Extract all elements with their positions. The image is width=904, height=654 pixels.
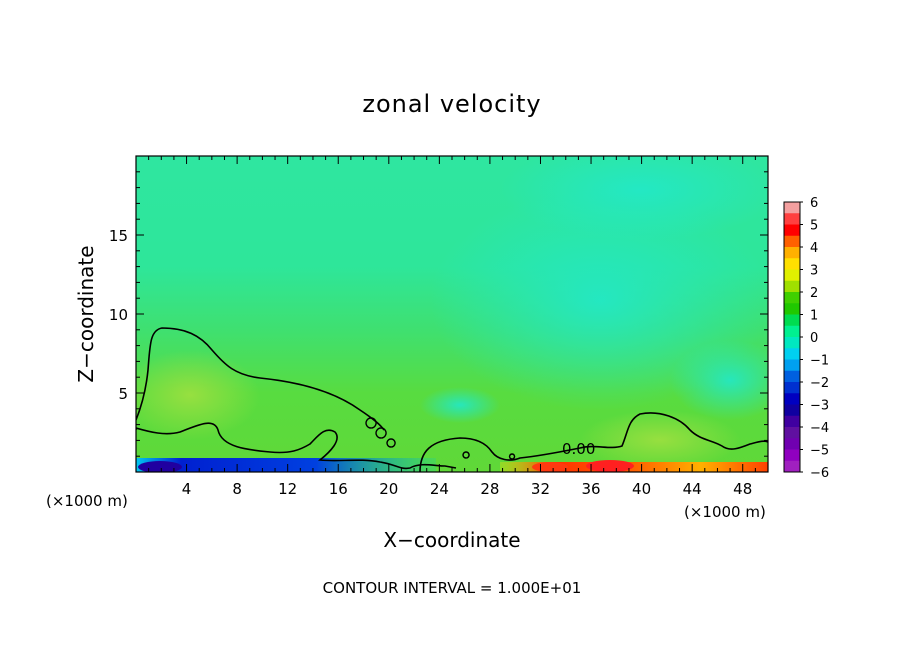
heatmap-field xyxy=(136,156,768,472)
colorbar-swatch xyxy=(784,359,800,372)
x-tick-label: 36 xyxy=(581,480,600,498)
colorbar-swatch xyxy=(784,449,800,462)
surface-red-core-2 xyxy=(532,462,568,472)
zero-contour-blob4 xyxy=(462,451,470,459)
x-tick-label: 4 xyxy=(182,480,192,498)
x-tick-label: 40 xyxy=(632,480,651,498)
field-blob-right-mid xyxy=(670,340,768,420)
zero-contour-blob5 xyxy=(508,453,516,460)
colorbar-swatch xyxy=(784,247,800,259)
colorbar-swatch xyxy=(784,314,800,327)
zero-contour-blob1 xyxy=(365,417,377,429)
x-tick-label: 48 xyxy=(733,480,752,498)
x-tick-label: 32 xyxy=(531,480,550,498)
colorbar-swatch xyxy=(784,460,800,473)
colorbar-tick-label: 4 xyxy=(810,241,818,256)
x-tick-label: 12 xyxy=(278,480,297,498)
zero-contour-blob3 xyxy=(386,438,396,448)
colorbar-swatch xyxy=(784,438,800,450)
colorbar-swatch xyxy=(784,303,800,315)
x-axis-label: X−coordinate xyxy=(383,528,520,552)
x-tick-label: 44 xyxy=(683,480,702,498)
surface-blue-core xyxy=(138,461,182,472)
colorbar-tick-label: 5 xyxy=(810,219,818,234)
colorbar-swatch xyxy=(784,348,800,360)
x-tick-label: 20 xyxy=(379,480,398,498)
colorbar-tick-label: 6 xyxy=(810,196,818,211)
x-tick-label: 8 xyxy=(232,480,242,498)
colorbar-tick-label: 0 xyxy=(810,331,818,346)
x-tick-label: 28 xyxy=(480,480,499,498)
contour-interval-footer: CONTOUR INTERVAL = 1.000E+01 xyxy=(323,579,582,597)
chart-title: zonal velocity xyxy=(362,90,541,118)
x-axis: 4 8 12 16 20 24 28 32 36 40 44 48 xyxy=(148,156,756,498)
y-tick-label: 10 xyxy=(109,306,128,324)
y-tick-label: 5 xyxy=(118,385,128,403)
surface-positive-band xyxy=(500,462,768,472)
colorbar-swatch xyxy=(784,393,800,405)
colorbar-swatch xyxy=(784,280,800,293)
field-blob-lower-right xyxy=(580,410,740,470)
colorbar-tick-label: −1 xyxy=(810,354,829,369)
field-blob-center-low xyxy=(420,387,500,423)
colorbar-swatch xyxy=(784,269,800,282)
colorbar-tick-label: −5 xyxy=(810,444,829,459)
zero-contour-upper xyxy=(136,327,385,431)
y-axis-label: Z−coordinate xyxy=(74,245,98,382)
colorbar-tick-label: −3 xyxy=(810,399,829,414)
colorbar-tick-label: 2 xyxy=(810,286,818,301)
zero-contour-blob2 xyxy=(375,427,387,439)
colorbar-swatch xyxy=(784,427,800,439)
zero-contour-main xyxy=(136,422,457,470)
y-axis: 5 10 15 xyxy=(109,171,768,457)
surface-negative-band xyxy=(136,458,436,472)
colorbar-tick-label: −2 xyxy=(810,376,829,391)
colorbar-swatch xyxy=(784,292,800,304)
colorbar-swatch xyxy=(784,258,800,270)
x-tick-label: 24 xyxy=(430,480,449,498)
y-tick-label: 15 xyxy=(109,227,128,245)
surface-red-core xyxy=(586,460,634,472)
colorbar-swatch xyxy=(784,325,800,338)
colorbar-swatch xyxy=(784,404,800,417)
colorbar-swatch xyxy=(784,370,800,383)
colorbar-tick-label: 1 xyxy=(810,309,818,324)
field-blob-lower-left xyxy=(136,350,260,440)
x-unit-left: (×1000 m) xyxy=(46,492,128,510)
contour-label: 0.00 xyxy=(562,440,595,458)
colorbar-tick-label: −6 xyxy=(810,466,829,481)
colorbar-swatch xyxy=(784,415,800,428)
field-blob-top-right xyxy=(500,156,768,240)
colorbar-swatch xyxy=(784,382,800,394)
colorbar-swatch xyxy=(784,224,800,237)
zero-contour-center xyxy=(419,412,768,472)
colorbar-swatch xyxy=(784,202,800,214)
colorbar-swatch xyxy=(784,213,800,225)
colorbar-swatch xyxy=(784,235,800,248)
colorbar-tick-label: 3 xyxy=(810,264,818,279)
colorbar: 6 5 4 3 2 1 0 −1 −2 −3 −4 −5 −6 xyxy=(783,196,829,481)
x-tick-label: 16 xyxy=(329,480,348,498)
x-unit-right: (×1000 m) xyxy=(684,503,766,521)
colorbar-tick-label: −4 xyxy=(810,421,829,436)
colorbar-swatch xyxy=(784,337,800,349)
